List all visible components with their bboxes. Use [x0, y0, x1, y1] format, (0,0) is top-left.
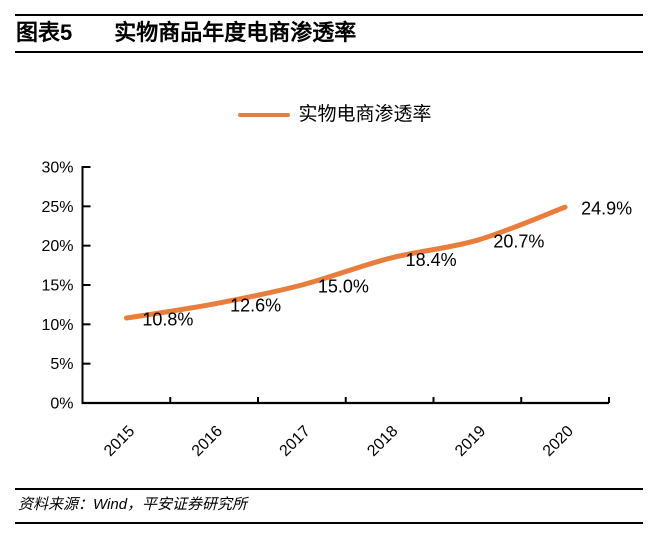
x-axis-tick-label: 2015 [101, 423, 138, 460]
x-axis-tick-label: 2018 [364, 423, 401, 460]
data-label: 18.4% [406, 250, 457, 270]
data-label: 12.6% [230, 295, 281, 315]
x-axis-tick-label: 2019 [452, 423, 489, 460]
data-label: 24.9% [581, 199, 632, 219]
y-axis-tick-label: 30% [41, 160, 73, 177]
y-axis-tick-label: 0% [50, 396, 73, 413]
chart-header: 图表5 实物商品年度电商渗透率 [15, 14, 643, 53]
figure-number-label: 图表5 [16, 20, 73, 45]
x-axis-tick-label: 2020 [540, 423, 577, 460]
legend-series-label: 实物电商渗透率 [298, 104, 432, 125]
chart-legend: 实物电商渗透率 [0, 102, 670, 128]
data-label: 15.0% [318, 277, 369, 297]
y-axis-tick-label: 15% [41, 278, 73, 295]
line-chart-plot-area: 0% 5% 10% 15% 20% 25% 30% 2015 2016 2017 2018 2019 2… [0, 140, 670, 470]
chart-title-row: 图表5 实物商品年度电商渗透率 [15, 21, 643, 45]
x-axis-tick-label: 2016 [189, 423, 226, 460]
legend-line-swatch [238, 113, 291, 117]
y-axis-tick-label: 25% [41, 199, 73, 216]
chart-title: 实物商品年度电商渗透率 [114, 20, 357, 45]
source-footer: 资料来源：Wind，平安证券研究所 [15, 488, 643, 524]
x-axis-tick-label: 2017 [277, 423, 314, 460]
data-label: 20.7% [493, 232, 544, 252]
y-axis-tick-label: 20% [41, 238, 73, 255]
y-axis-tick-label: 10% [41, 317, 73, 334]
series-line [123, 204, 568, 321]
y-axis-tick-label: 5% [50, 356, 73, 373]
source-text: 资料来源：Wind，平安证券研究所 [18, 496, 248, 513]
data-label: 10.8% [142, 310, 193, 330]
line-chart-svg: 0% 5% 10% 15% 20% 25% 30% 2015 2016 2017 2018 2019 2… [41, 160, 632, 460]
